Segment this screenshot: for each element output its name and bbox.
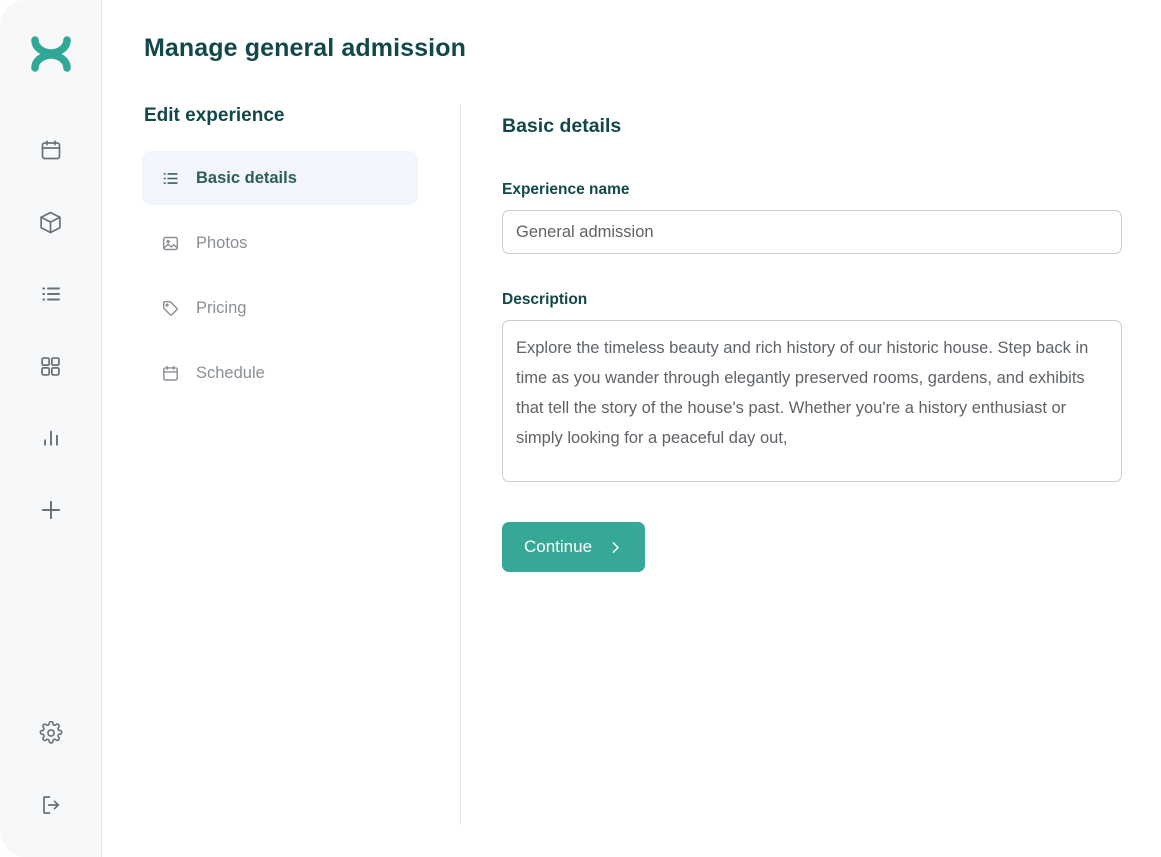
plus-icon	[38, 497, 64, 523]
sidebar-item-basic-details[interactable]: Basic details	[142, 151, 418, 205]
rail-item-products[interactable]	[29, 200, 73, 244]
grid-icon	[39, 355, 62, 378]
rail-item-reports[interactable]	[29, 416, 73, 460]
experience-name-label: Experience name	[502, 181, 630, 198]
experience-name-input[interactable]	[502, 210, 1122, 254]
section-nav-title: Edit experience	[144, 105, 285, 126]
continue-button[interactable]: Continue	[502, 522, 646, 572]
package-icon	[38, 210, 63, 235]
sidebar-item-schedule[interactable]: Schedule	[142, 346, 418, 400]
vertical-divider	[460, 105, 461, 825]
content-row: Edit experience Basic details	[142, 105, 1122, 825]
sidebar-item-label: Photos	[196, 233, 248, 252]
basic-details-panel: Basic details Experience name Descriptio…	[502, 105, 1122, 825]
image-icon	[160, 233, 180, 253]
calendar-icon	[39, 138, 63, 162]
panel-title: Basic details	[502, 115, 622, 137]
main-area: Manage general admission Edit experience…	[102, 0, 1161, 857]
rail-bottom-nav	[0, 711, 101, 827]
page-title: Manage general admission	[144, 34, 466, 62]
sidebar-item-label: Basic details	[196, 168, 297, 187]
bar-chart-icon	[40, 427, 62, 449]
rail-item-add[interactable]	[29, 488, 73, 532]
field-spacer	[502, 254, 1122, 291]
description-textarea[interactable]	[502, 320, 1122, 482]
tag-icon	[160, 298, 180, 318]
continue-button-label: Continue	[524, 537, 593, 556]
list-details-icon	[160, 168, 180, 188]
calendar-icon	[160, 363, 180, 383]
chevron-right-icon	[608, 540, 623, 555]
sidebar-item-label: Schedule	[196, 363, 265, 382]
section-nav: Edit experience Basic details	[142, 105, 460, 825]
icon-rail	[0, 0, 102, 857]
sidebar-item-label: Pricing	[196, 298, 247, 317]
gear-icon	[39, 721, 63, 745]
sidebar-item-photos[interactable]: Photos	[142, 216, 418, 270]
logo-icon[interactable]	[29, 32, 73, 76]
list-icon	[39, 282, 63, 306]
rail-item-orders[interactable]	[29, 272, 73, 316]
rail-nav	[29, 128, 73, 532]
rail-item-settings[interactable]	[29, 711, 73, 755]
logout-icon	[39, 793, 63, 817]
rail-item-logout[interactable]	[29, 783, 73, 827]
sidebar-item-pricing[interactable]: Pricing	[142, 281, 418, 335]
description-label: Description	[502, 291, 588, 308]
rail-item-calendar[interactable]	[29, 128, 73, 172]
rail-item-apps[interactable]	[29, 344, 73, 388]
